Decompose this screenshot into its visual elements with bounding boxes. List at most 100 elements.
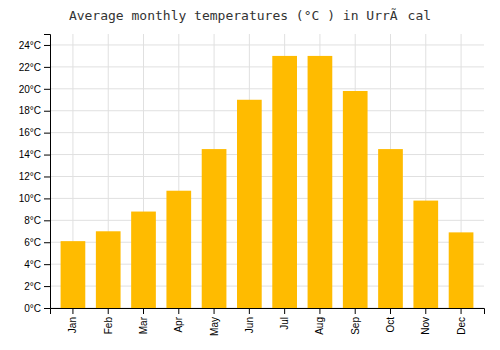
- tick: May: [209, 308, 220, 336]
- grid: [50, 34, 484, 308]
- tick: 24°C: [19, 40, 50, 51]
- tick-label: 12°C: [19, 171, 41, 182]
- tick-label: 0°C: [24, 303, 41, 314]
- tick: 0°C: [24, 303, 50, 314]
- tick-label: Oct: [385, 317, 396, 333]
- bar: [96, 231, 121, 308]
- tick-label: Aug: [314, 317, 325, 335]
- tick-mark: [390, 308, 391, 314]
- tick-label: 14°C: [19, 149, 41, 160]
- tick-mark: [72, 308, 73, 314]
- tick-label: Dec: [456, 317, 467, 335]
- tick-mark: [44, 67, 50, 68]
- tick-mark: [44, 155, 50, 156]
- tick-label: 20°C: [19, 84, 41, 95]
- x-axis: Jan Feb Mar Apr May Jun Jul Aug Sep Oct Nov Dec: [51, 308, 485, 336]
- axis-line: [44, 35, 51, 309]
- tick-label: 4°C: [24, 259, 41, 270]
- tick: Nov: [420, 308, 431, 335]
- bar: [202, 149, 227, 308]
- tick-mark: [44, 133, 50, 134]
- title: Average monthly temperatures (°C ) in Ur…: [69, 8, 431, 23]
- tick-label: Jun: [244, 317, 255, 333]
- tick: 16°C: [19, 127, 50, 138]
- tick-mark: [44, 176, 50, 177]
- tick-label: 2°C: [24, 281, 41, 292]
- tick-label: 18°C: [19, 105, 41, 116]
- tick: 8°C: [24, 215, 50, 226]
- tick-mark: [461, 308, 462, 314]
- bar: [449, 232, 474, 308]
- tick: Apr: [173, 308, 184, 333]
- tick: Oct: [385, 308, 396, 333]
- grid-line: [50, 66, 484, 67]
- bar: [61, 241, 86, 308]
- bar: [308, 56, 333, 308]
- tick-mark: [44, 242, 50, 243]
- tick: Jan: [67, 308, 78, 333]
- tick-mark: [425, 308, 426, 314]
- tick-mark: [44, 111, 50, 112]
- tick-mark: [44, 45, 50, 46]
- tick: Sep: [350, 308, 361, 335]
- tick: 6°C: [24, 237, 50, 248]
- bar: [343, 91, 368, 308]
- tick-label: 6°C: [24, 237, 41, 248]
- bars: [61, 56, 474, 308]
- tick-mark: [249, 308, 250, 314]
- bar: [413, 201, 438, 308]
- bar: [166, 191, 191, 308]
- tick-mark: [44, 308, 50, 309]
- tick-mark: [284, 308, 285, 314]
- plot: 0°C 2°C 4°C 6°C 8°C 10°C 12°C 14°C 16°C 18°C 20°C 2…: [19, 34, 485, 336]
- tick: 20°C: [19, 84, 50, 95]
- tick-mark: [355, 308, 356, 314]
- bar: [237, 100, 262, 308]
- tick-label: May: [209, 317, 220, 336]
- tick-label: 16°C: [19, 127, 41, 138]
- grid-line: [50, 132, 484, 133]
- tick-label: Feb: [103, 317, 114, 335]
- tick: 22°C: [19, 62, 50, 73]
- tick: 2°C: [24, 281, 50, 292]
- tick: Feb: [103, 308, 114, 334]
- grid-line: [50, 88, 484, 89]
- tick-label: Mar: [138, 316, 149, 334]
- tick-label: Apr: [173, 316, 184, 332]
- tick-mark: [214, 308, 215, 314]
- grid-line: [50, 154, 484, 155]
- y-axis: 0°C 2°C 4°C 6°C 8°C 10°C 12°C 14°C 16°C 18°C 20°C 2…: [19, 35, 51, 314]
- tick: Jul: [279, 308, 290, 330]
- grid-line: [50, 176, 484, 177]
- tick-mark: [319, 308, 320, 314]
- tick: Mar: [138, 308, 149, 334]
- tick-mark: [108, 308, 109, 314]
- bar: [131, 212, 156, 308]
- tick-mark: [44, 264, 50, 265]
- bar: [378, 149, 403, 308]
- tick: 10°C: [19, 193, 50, 204]
- tick: 14°C: [19, 149, 50, 160]
- axis-line: [51, 309, 485, 315]
- tick-mark: [178, 308, 179, 314]
- bar: [272, 56, 297, 308]
- tick-label: 22°C: [19, 62, 41, 73]
- tick-label: Nov: [420, 317, 431, 335]
- tick-label: Jan: [67, 317, 78, 333]
- tick-label: 10°C: [19, 193, 41, 204]
- tick-mark: [44, 220, 50, 221]
- tick: 12°C: [19, 171, 50, 182]
- tick-label: 24°C: [19, 40, 41, 51]
- tick-label: 8°C: [24, 215, 41, 226]
- grid-line: [50, 44, 484, 45]
- tick: 4°C: [24, 259, 50, 270]
- grid-line: [50, 110, 484, 111]
- tick-mark: [44, 89, 50, 90]
- tick-mark: [143, 308, 144, 314]
- tick: Jun: [244, 308, 255, 333]
- tick: Aug: [314, 308, 325, 335]
- grid-line: [50, 198, 484, 199]
- tick-label: Jul: [279, 317, 290, 330]
- tick-mark: [44, 286, 50, 287]
- tick-label: Sep: [350, 317, 361, 335]
